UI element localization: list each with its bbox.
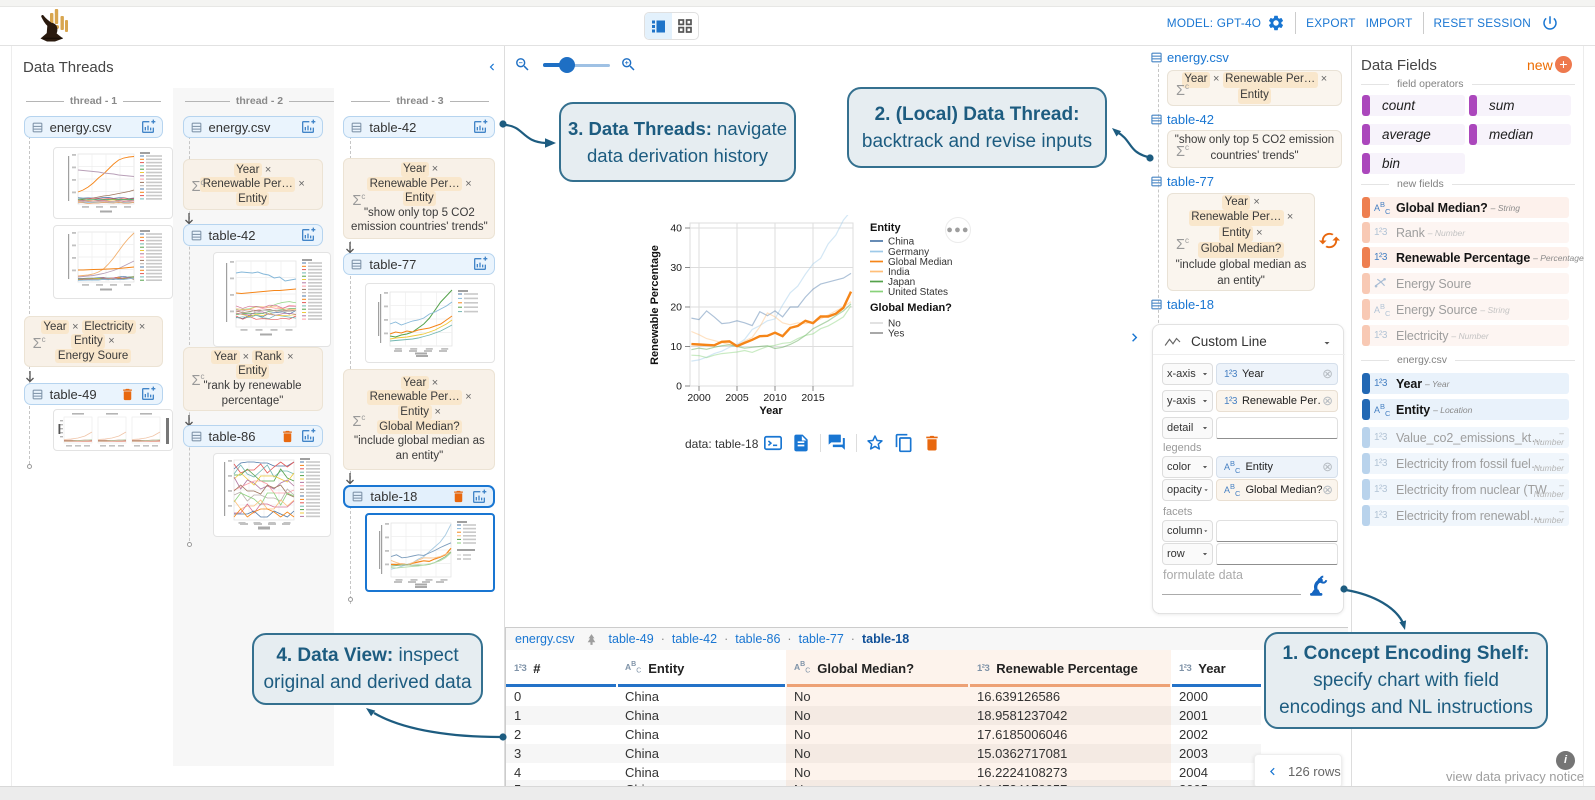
svg-text:China: China [888,237,915,248]
svg-text:Yes: Yes [888,329,904,340]
svg-text:Global Median: Global Median [888,257,952,268]
svg-text:30: 30 [670,262,682,274]
svg-text:India: India [888,267,910,278]
svg-text:2015: 2015 [801,392,825,404]
svg-text:2010: 2010 [763,392,787,404]
svg-text:Germany: Germany [888,247,929,258]
svg-text:10: 10 [670,341,682,353]
svg-text:Entity: Entity [870,222,901,234]
svg-text:Global Median?: Global Median? [870,302,952,314]
svg-text:No: No [888,319,901,330]
svg-text:Japan: Japan [888,277,915,288]
svg-text:20: 20 [670,302,682,314]
svg-text:0: 0 [676,381,682,393]
svg-text:2000: 2000 [687,392,711,404]
svg-text:2005: 2005 [725,392,749,404]
svg-text:40: 40 [670,223,682,235]
svg-text:United States: United States [888,287,948,298]
svg-text:Renewable Percentage: Renewable Percentage [649,245,661,365]
svg-text:Year: Year [759,405,783,417]
